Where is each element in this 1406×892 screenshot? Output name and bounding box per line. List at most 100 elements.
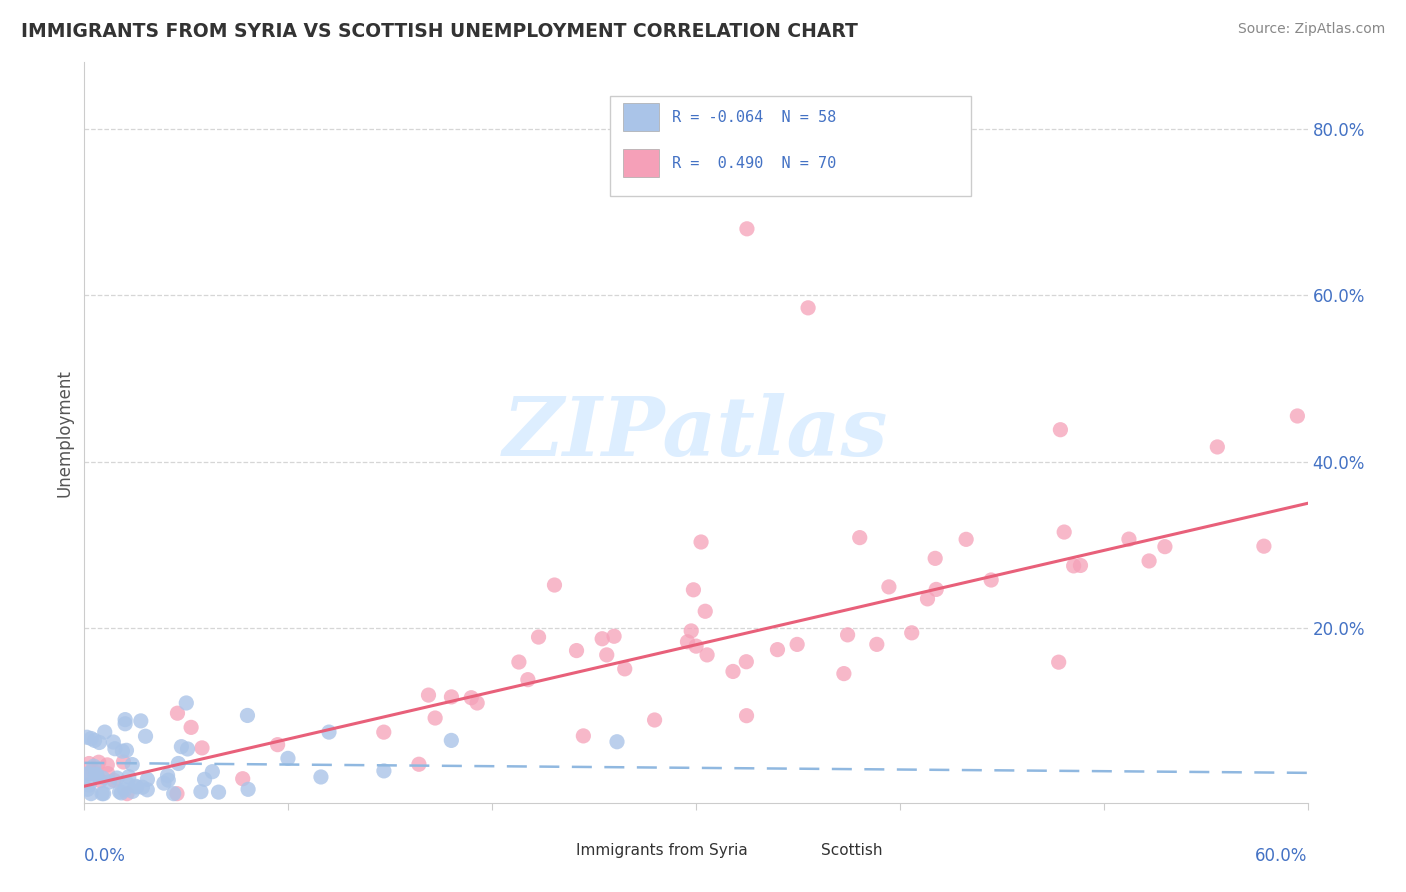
- Point: [591, 632, 613, 646]
- Point: [423, 711, 446, 725]
- Point: [681, 624, 703, 638]
- Point: [924, 551, 946, 566]
- Point: [201, 764, 224, 779]
- Point: [121, 757, 143, 772]
- Point: [191, 740, 214, 755]
- Point: [682, 582, 704, 597]
- Point: [925, 582, 948, 597]
- Text: R = -0.064  N = 58: R = -0.064 N = 58: [672, 110, 835, 125]
- Point: [89, 773, 111, 788]
- Point: [104, 741, 127, 756]
- Point: [87, 756, 110, 770]
- Point: [1063, 558, 1085, 573]
- Point: [596, 648, 619, 662]
- Point: [82, 764, 104, 778]
- Point: [125, 780, 148, 794]
- Point: [696, 648, 718, 662]
- Point: [1286, 409, 1309, 423]
- Point: [190, 784, 212, 798]
- Point: [77, 756, 100, 771]
- Point: [110, 786, 132, 800]
- Point: [129, 714, 152, 728]
- Point: [465, 696, 488, 710]
- Point: [91, 771, 114, 785]
- Point: [685, 639, 707, 653]
- Point: [105, 771, 128, 785]
- Point: [115, 787, 138, 801]
- Point: [80, 731, 103, 746]
- Bar: [623, 103, 659, 131]
- Point: [527, 630, 550, 644]
- Point: [180, 720, 202, 734]
- Point: [108, 785, 131, 799]
- Point: [690, 535, 713, 549]
- Point: [112, 755, 135, 769]
- Point: [318, 725, 340, 739]
- Point: [508, 655, 530, 669]
- Point: [418, 688, 440, 702]
- Point: [103, 735, 125, 749]
- Point: [277, 751, 299, 765]
- Point: [114, 713, 136, 727]
- Point: [79, 767, 101, 781]
- Point: [1137, 554, 1160, 568]
- Point: [83, 733, 105, 747]
- Point: [848, 531, 870, 545]
- Point: [373, 725, 395, 739]
- Point: [676, 635, 699, 649]
- Point: [76, 767, 98, 781]
- Point: [917, 591, 939, 606]
- Point: [460, 690, 482, 705]
- Point: [1049, 423, 1071, 437]
- Point: [170, 739, 193, 754]
- Point: [735, 222, 758, 236]
- Point: [955, 533, 977, 547]
- Text: ZIPatlas: ZIPatlas: [503, 392, 889, 473]
- FancyBboxPatch shape: [610, 95, 972, 195]
- Text: 60.0%: 60.0%: [1256, 847, 1308, 865]
- Point: [176, 742, 198, 756]
- Text: Source: ZipAtlas.com: Source: ZipAtlas.com: [1237, 22, 1385, 37]
- Point: [93, 787, 115, 801]
- Point: [121, 784, 143, 798]
- Point: [1118, 532, 1140, 546]
- Point: [236, 782, 259, 797]
- Text: R =  0.490  N = 70: R = 0.490 N = 70: [672, 155, 835, 170]
- Point: [77, 766, 100, 780]
- Point: [1253, 539, 1275, 553]
- Point: [766, 642, 789, 657]
- Point: [565, 643, 588, 657]
- Point: [166, 787, 188, 801]
- Point: [232, 772, 254, 786]
- Point: [136, 782, 159, 797]
- Point: [153, 776, 176, 790]
- Bar: [782, 840, 813, 862]
- Point: [131, 780, 153, 795]
- Point: [877, 580, 900, 594]
- Point: [135, 729, 157, 743]
- Point: [96, 758, 118, 772]
- Point: [309, 770, 332, 784]
- Point: [207, 785, 229, 799]
- Point: [156, 768, 179, 782]
- Point: [167, 756, 190, 771]
- Point: [797, 301, 820, 315]
- Point: [721, 665, 744, 679]
- Text: Scottish: Scottish: [821, 844, 882, 858]
- Point: [408, 757, 430, 772]
- Point: [136, 772, 159, 787]
- Point: [83, 759, 105, 773]
- Point: [644, 713, 666, 727]
- Point: [157, 773, 180, 788]
- Point: [80, 787, 103, 801]
- Text: Immigrants from Syria: Immigrants from Syria: [576, 844, 748, 858]
- Point: [440, 690, 463, 704]
- Point: [89, 735, 111, 749]
- Y-axis label: Unemployment: Unemployment: [55, 368, 73, 497]
- Point: [373, 764, 395, 778]
- Point: [115, 743, 138, 757]
- Point: [516, 673, 538, 687]
- Point: [93, 725, 115, 739]
- Point: [837, 628, 859, 642]
- Point: [1154, 540, 1177, 554]
